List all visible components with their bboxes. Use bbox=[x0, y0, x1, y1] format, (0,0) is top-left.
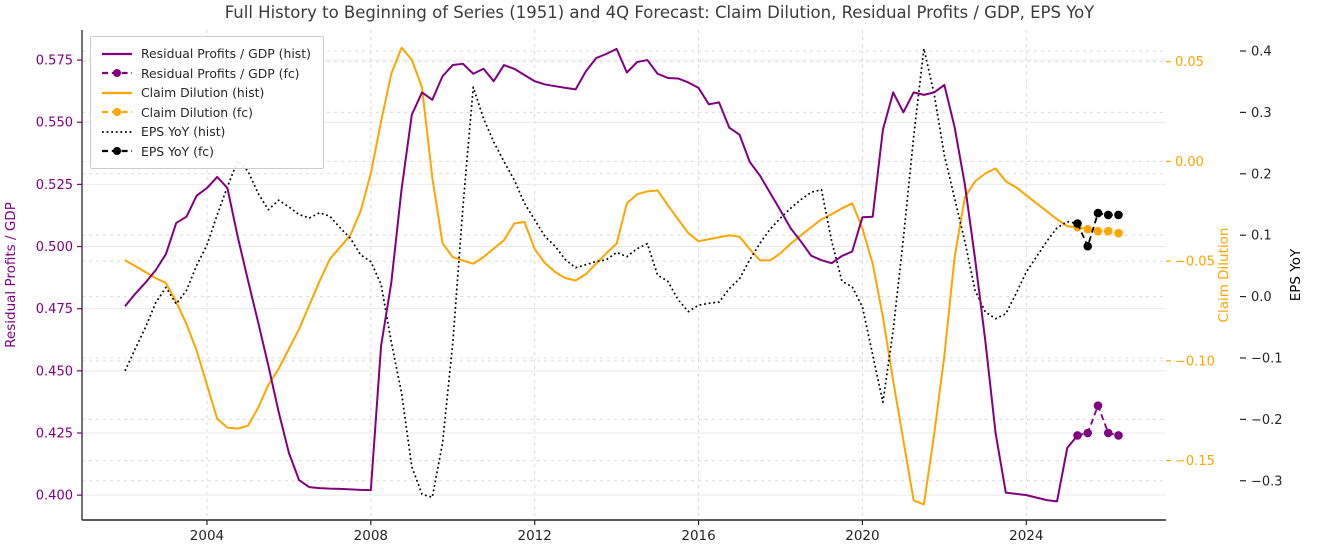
forecast-marker bbox=[1114, 210, 1123, 220]
right2-tick-label: 0.2 bbox=[1251, 167, 1272, 182]
left-tick-label: 0.525 bbox=[36, 178, 73, 193]
forecast-marker bbox=[1073, 431, 1082, 440]
right2-tick-label: 0.0 bbox=[1251, 290, 1272, 305]
forecast-marker bbox=[1093, 208, 1103, 218]
right1-tick-label: −0.10 bbox=[1175, 354, 1215, 369]
forecast-marker bbox=[1093, 226, 1103, 236]
right1-tick-label: 0.05 bbox=[1175, 55, 1204, 70]
legend-item-label: Residual Profits / GDP (fc) bbox=[141, 65, 300, 81]
right2-tick-label: 0.1 bbox=[1251, 229, 1272, 244]
legend-line-sample bbox=[102, 52, 132, 55]
legend-item-label: EPS YoY (fc) bbox=[141, 143, 214, 159]
forecast-marker bbox=[1114, 228, 1123, 238]
x-tick-label: 2016 bbox=[681, 528, 715, 544]
legend-item: EPS YoY (fc) bbox=[100, 142, 311, 162]
chart-title: Full History to Beginning of Series (195… bbox=[224, 3, 1095, 22]
forecast-marker bbox=[1083, 224, 1093, 234]
left-tick-label: 0.425 bbox=[36, 426, 73, 441]
legend-line-sample bbox=[102, 147, 132, 156]
right1-axis-title: Claim Dilution bbox=[1216, 228, 1232, 323]
legend-line-sample bbox=[102, 91, 132, 94]
forecast-marker bbox=[1073, 219, 1082, 228]
x-tick-label: 2020 bbox=[845, 528, 879, 544]
right2-tick-label: −0.2 bbox=[1251, 413, 1283, 428]
left-tick-label: 0.450 bbox=[36, 364, 73, 379]
series-residual-profits-gdp-hist- bbox=[124, 47, 1079, 503]
legend-line-sample bbox=[102, 130, 132, 133]
right1-tick-label: −0.05 bbox=[1175, 255, 1215, 270]
legend-item: Residual Profits / GDP (hist) bbox=[100, 44, 311, 64]
forecast-marker bbox=[1103, 210, 1113, 220]
legend-item-label: Residual Profits / GDP (hist) bbox=[141, 46, 311, 62]
forecast-marker bbox=[1114, 431, 1123, 440]
legend-item: EPS YoY (hist) bbox=[100, 122, 311, 142]
left-tick-label: 0.475 bbox=[36, 302, 73, 317]
series-claim-dilution-hist- bbox=[124, 46, 1078, 506]
series-residual-profits-gdp-fc- bbox=[1077, 404, 1119, 437]
legend-item-label: EPS YoY (hist) bbox=[141, 124, 226, 140]
left-tick-label: 0.400 bbox=[36, 489, 73, 504]
legend-item-label: Claim Dilution (fc) bbox=[141, 104, 253, 120]
legend-item: Residual Profits / GDP (fc) bbox=[100, 64, 311, 84]
forecast-marker bbox=[1083, 428, 1093, 438]
left-axis-title: Residual Profits / GDP bbox=[3, 202, 19, 348]
forecast-marker bbox=[1093, 401, 1103, 410]
legend-item: Claim Dilution (hist) bbox=[100, 83, 311, 103]
right2-tick-label: 0.3 bbox=[1251, 106, 1272, 121]
legend-line-sample bbox=[102, 69, 132, 78]
right2-tick-label: −0.1 bbox=[1251, 351, 1283, 366]
forecast-marker bbox=[1103, 428, 1113, 438]
left-tick-label: 0.500 bbox=[36, 240, 73, 255]
right1-tick-label: −0.15 bbox=[1175, 454, 1215, 469]
legend-line-sample bbox=[102, 108, 132, 117]
left-tick-label: 0.575 bbox=[36, 54, 73, 69]
x-tick-label: 2024 bbox=[1009, 528, 1043, 544]
right2-tick-label: 0.4 bbox=[1251, 44, 1272, 59]
x-tick-label: 2012 bbox=[518, 528, 552, 544]
forecast-marker bbox=[1103, 226, 1113, 236]
forecast-marker bbox=[1083, 241, 1093, 251]
right2-tick-label: −0.3 bbox=[1251, 474, 1283, 489]
x-tick-label: 2004 bbox=[190, 528, 224, 544]
left-tick-label: 0.550 bbox=[36, 116, 73, 131]
right1-tick-label: 0.00 bbox=[1175, 155, 1204, 170]
legend: Residual Profits / GDP (hist) Residual Pr… bbox=[90, 36, 324, 169]
legend-item: Claim Dilution (fc) bbox=[100, 103, 311, 123]
right2-axis-title: EPS YoY bbox=[1288, 248, 1304, 301]
legend-item-label: Claim Dilution (hist) bbox=[141, 85, 265, 101]
x-tick-label: 2008 bbox=[354, 528, 388, 544]
